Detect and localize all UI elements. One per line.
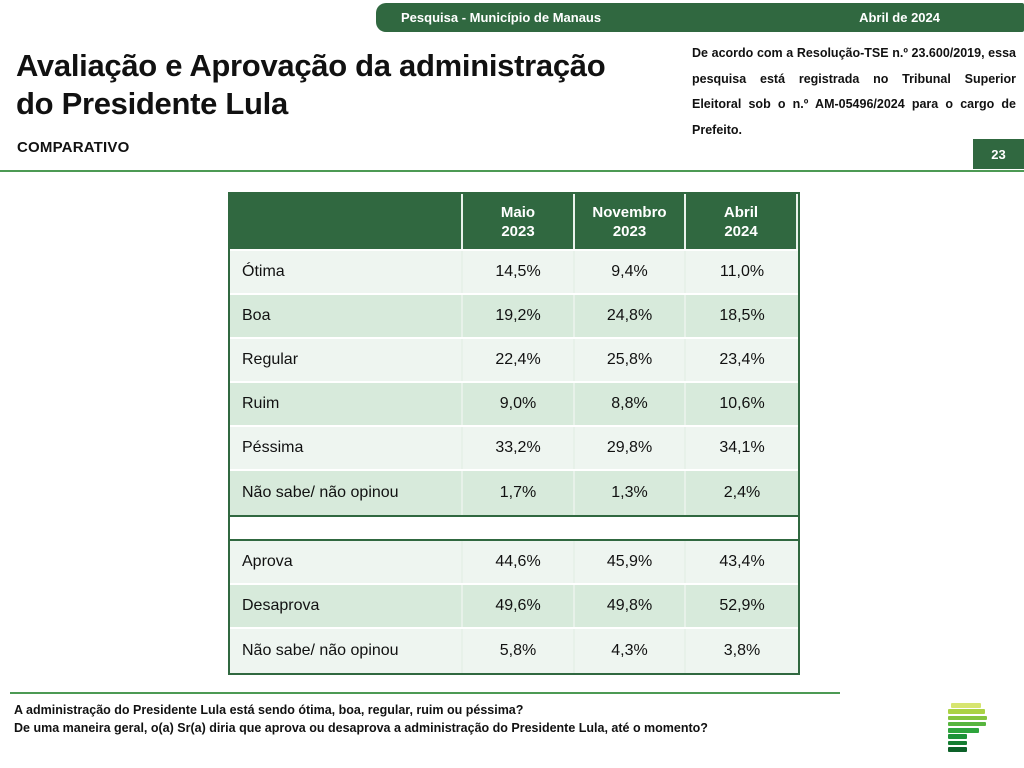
- table-row: Desaprova 49,6% 49,8% 52,9%: [230, 585, 798, 629]
- institute-logo-icon: [948, 703, 990, 753]
- logo-bar: [948, 728, 979, 733]
- table-row: Regular 22,4% 25,8% 23,4%: [230, 339, 798, 383]
- survey-question-2: De uma maneira geral, o(a) Sr(a) diria q…: [14, 721, 708, 735]
- footer-divider-line: [10, 692, 840, 694]
- logo-bar: [948, 715, 987, 721]
- logo-bar: [948, 740, 967, 746]
- logo-bar: [948, 746, 967, 752]
- header-divider-line: [0, 170, 1024, 172]
- banner-date: Abril de 2024: [859, 10, 940, 25]
- top-banner: Pesquisa - Município de Manaus Abril de …: [376, 3, 1024, 32]
- table-row: Boa 19,2% 24,8% 18,5%: [230, 295, 798, 339]
- page-title-line1: Avaliação e Aprovação da administração: [16, 48, 606, 83]
- banner-title: Pesquisa - Município de Manaus: [401, 10, 602, 25]
- page-title-line2: do Presidente Lula: [16, 86, 288, 121]
- table-row: Péssima 33,2% 29,8% 34,1%: [230, 427, 798, 471]
- logo-bar: [948, 734, 967, 739]
- page-title: Avaliação e Aprovação da administração d…: [16, 47, 606, 123]
- table-header-empty-cell: [230, 194, 463, 249]
- table-row: Não sabe/ não opinou 5,8% 4,3% 3,8%: [230, 629, 798, 673]
- survey-question-1: A administração do Presidente Lula está …: [14, 703, 524, 717]
- logo-bar: [948, 709, 985, 714]
- logo-bar: [948, 721, 986, 727]
- tse-registration-note: De acordo com a Resolução-TSE n.º 23.600…: [692, 46, 1016, 137]
- table-row: Ótima 14,5% 9,4% 11,0%: [230, 251, 798, 295]
- table-header-maio-2023: Maio 2023: [463, 194, 575, 249]
- table-row: Aprova 44,6% 45,9% 43,4%: [230, 541, 798, 585]
- table-header-abril-2024: Abril 2024: [686, 194, 798, 249]
- results-table: Maio 2023 Novembro 2023 Abril 2024 Ótima…: [228, 192, 800, 675]
- page-subtitle: COMPARATIVO: [17, 139, 130, 156]
- logo-bar: [951, 703, 981, 708]
- table-row: Não sabe/ não opinou 1,7% 1,3% 2,4%: [230, 471, 798, 515]
- survey-questions: A administração do Presidente Lula está …: [14, 701, 708, 737]
- table-header-row: Maio 2023 Novembro 2023 Abril 2024: [230, 194, 798, 251]
- table-header-novembro-2023: Novembro 2023: [575, 194, 686, 249]
- table-row: Ruim 9,0% 8,8% 10,6%: [230, 383, 798, 427]
- table-section-separator: [230, 515, 798, 541]
- page-number-badge: 23: [973, 139, 1024, 169]
